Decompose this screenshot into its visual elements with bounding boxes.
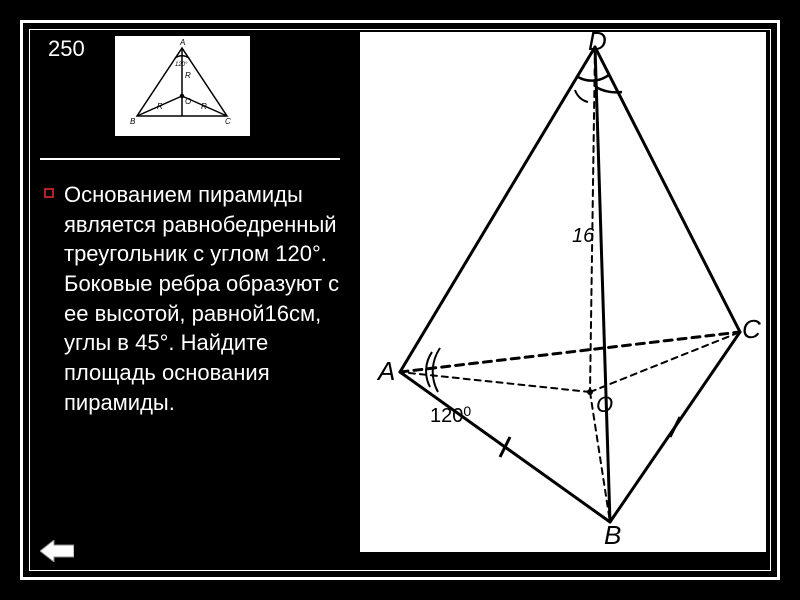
divider-line (40, 158, 340, 160)
thumb-label-r3: R (201, 102, 207, 111)
fig-label-o: O (596, 392, 613, 417)
problem-text: Основанием пирамиды является равнобедрен… (64, 180, 344, 418)
thumb-label-a: A (179, 38, 185, 47)
thumb-label-c: C (225, 117, 231, 126)
thumb-label-angle: 120° (175, 62, 188, 68)
thumb-label-o: O (185, 97, 191, 106)
main-figure: D A B C O 16 1200 (360, 32, 766, 552)
back-button[interactable] (40, 540, 74, 562)
thumb-label-r2: R (157, 102, 163, 111)
thumb-label-r1: R (185, 71, 191, 80)
fig-label-c: C (742, 314, 761, 344)
slide-number: 250 (48, 36, 85, 62)
bullet-icon (44, 188, 54, 198)
fig-label-d: D (588, 32, 607, 56)
fig-label-b: B (604, 520, 621, 550)
fig-height-value: 16 (572, 225, 595, 247)
thumb-label-b: B (130, 117, 136, 126)
fig-label-a: A (376, 356, 395, 386)
thumbnail-diagram: A B C O R R R 120° (115, 36, 250, 136)
fig-base-angle: 1200 (430, 403, 471, 427)
